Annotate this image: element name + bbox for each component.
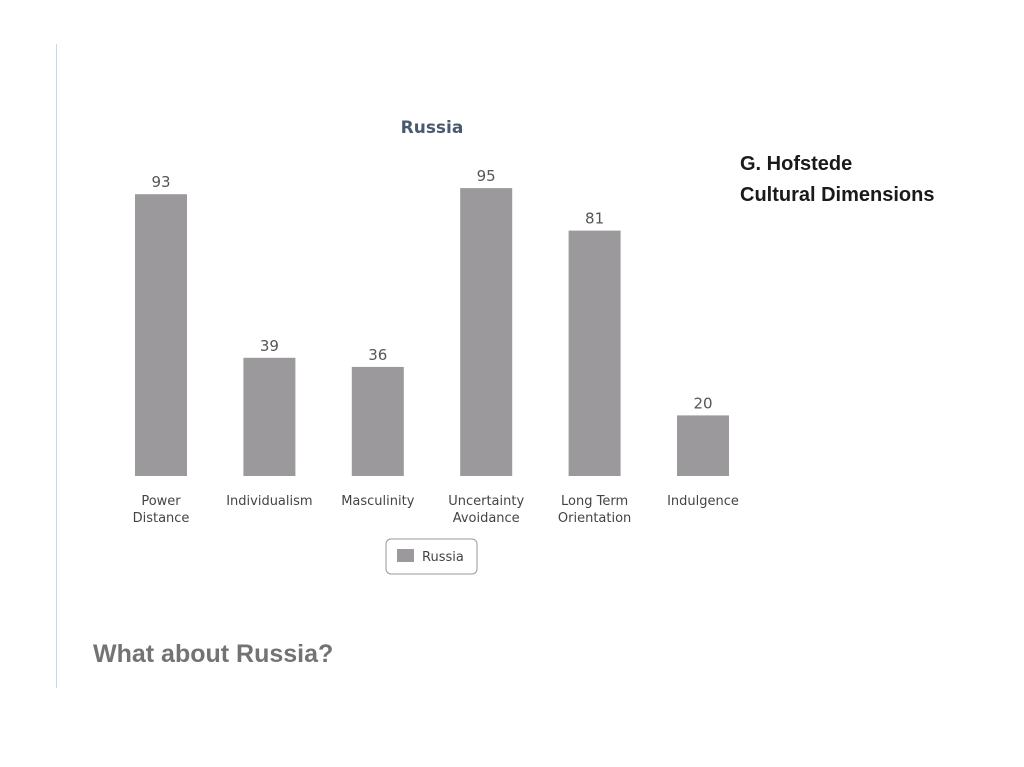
bar[interactable] — [243, 357, 296, 476]
category-label: Masculinity — [341, 494, 415, 509]
legend[interactable]: Russia — [385, 538, 478, 575]
value-label: 39 — [260, 337, 279, 355]
category-label-group: Power Distance Individualism Masculinity Unc… — [133, 494, 739, 526]
legend-box — [385, 538, 478, 575]
value-label: 20 — [693, 394, 712, 412]
value-label: 36 — [368, 346, 387, 364]
bar[interactable] — [677, 415, 729, 476]
category-label: Indulgence — [667, 494, 739, 509]
side-title-line-2: Cultural Dimensions — [740, 184, 935, 206]
side-title-line-1: G. Hofstede — [740, 153, 853, 175]
chart-title: Russia — [401, 118, 464, 138]
bar[interactable] — [351, 366, 404, 476]
category-label: Power Distance — [133, 494, 190, 526]
bar[interactable] — [135, 194, 187, 476]
bar[interactable] — [460, 188, 513, 476]
category-label: Individualism — [226, 494, 312, 509]
value-label-group: 93 39 36 95 81 20 — [151, 167, 712, 412]
bar[interactable] — [568, 230, 621, 476]
question-heading: What about Russia? — [93, 640, 334, 668]
value-label: 81 — [585, 210, 604, 228]
category-label: Long Term Orientation — [558, 494, 631, 526]
bar-group — [135, 188, 729, 476]
value-label: 95 — [477, 167, 496, 185]
legend-label: Russia — [422, 550, 464, 565]
side-title: G. Hofstede Cultural Dimensions — [740, 149, 934, 211]
value-label: 93 — [151, 173, 170, 191]
category-label: Uncertainty Avoidance — [448, 494, 524, 526]
legend-swatch — [397, 549, 414, 562]
slide-left-rule — [56, 44, 57, 688]
